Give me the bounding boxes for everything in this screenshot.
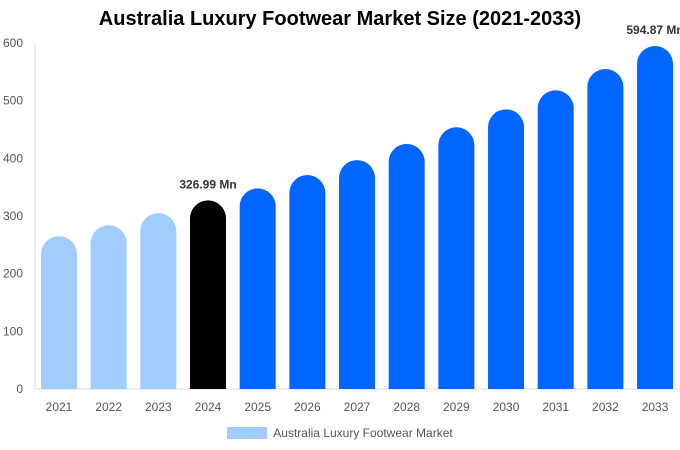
- bar-2028: [388, 143, 425, 389]
- x-tick-label: 2033: [642, 400, 669, 414]
- legend-swatch: [227, 427, 268, 439]
- x-tick-label: 2028: [393, 400, 420, 414]
- bar-2031: [537, 90, 574, 389]
- x-tick-label: 2023: [145, 400, 172, 414]
- y-tick-label: 500: [3, 94, 23, 108]
- y-tick-label: 0: [16, 382, 23, 396]
- bar-2022: [90, 225, 127, 389]
- bar-2029: [438, 127, 475, 390]
- y-tick-label: 400: [3, 151, 23, 165]
- y-tick-label: 100: [3, 324, 23, 338]
- x-tick-label: 2026: [294, 400, 321, 414]
- bar-2032: [587, 68, 624, 389]
- bar-2027: [339, 160, 376, 389]
- data-label-2024: 326.99 Mn: [179, 177, 236, 191]
- x-tick-label: 2029: [443, 400, 470, 414]
- bar-2023: [140, 213, 177, 389]
- x-tick-label: 2032: [592, 400, 619, 414]
- bar-2030: [488, 109, 525, 389]
- legend-label: Australia Luxury Footwear Market: [273, 426, 453, 440]
- y-tick-label: 200: [3, 267, 23, 281]
- bar-2025: [239, 188, 276, 389]
- x-tick-label: 2030: [493, 400, 520, 414]
- bar-2026: [289, 175, 326, 389]
- x-tick-label: 2031: [542, 400, 569, 414]
- data-label-2033: 594.87 Mn: [626, 23, 680, 37]
- bar-2024: [190, 200, 227, 389]
- x-tick-label: 2022: [95, 400, 122, 414]
- x-tick-label: 2024: [195, 400, 222, 414]
- x-tick-label: 2025: [244, 400, 271, 414]
- bar-2033: [637, 45, 674, 389]
- y-tick-label: 300: [3, 209, 23, 223]
- y-tick-label: 600: [3, 36, 23, 50]
- bar-2021: [41, 236, 77, 389]
- chart-title: Australia Luxury Footwear Market Size (2…: [98, 8, 582, 30]
- x-tick-label: 2027: [344, 400, 371, 414]
- legend: Australia Luxury Footwear Market: [0, 426, 680, 440]
- x-tick-label: 2021: [46, 400, 73, 414]
